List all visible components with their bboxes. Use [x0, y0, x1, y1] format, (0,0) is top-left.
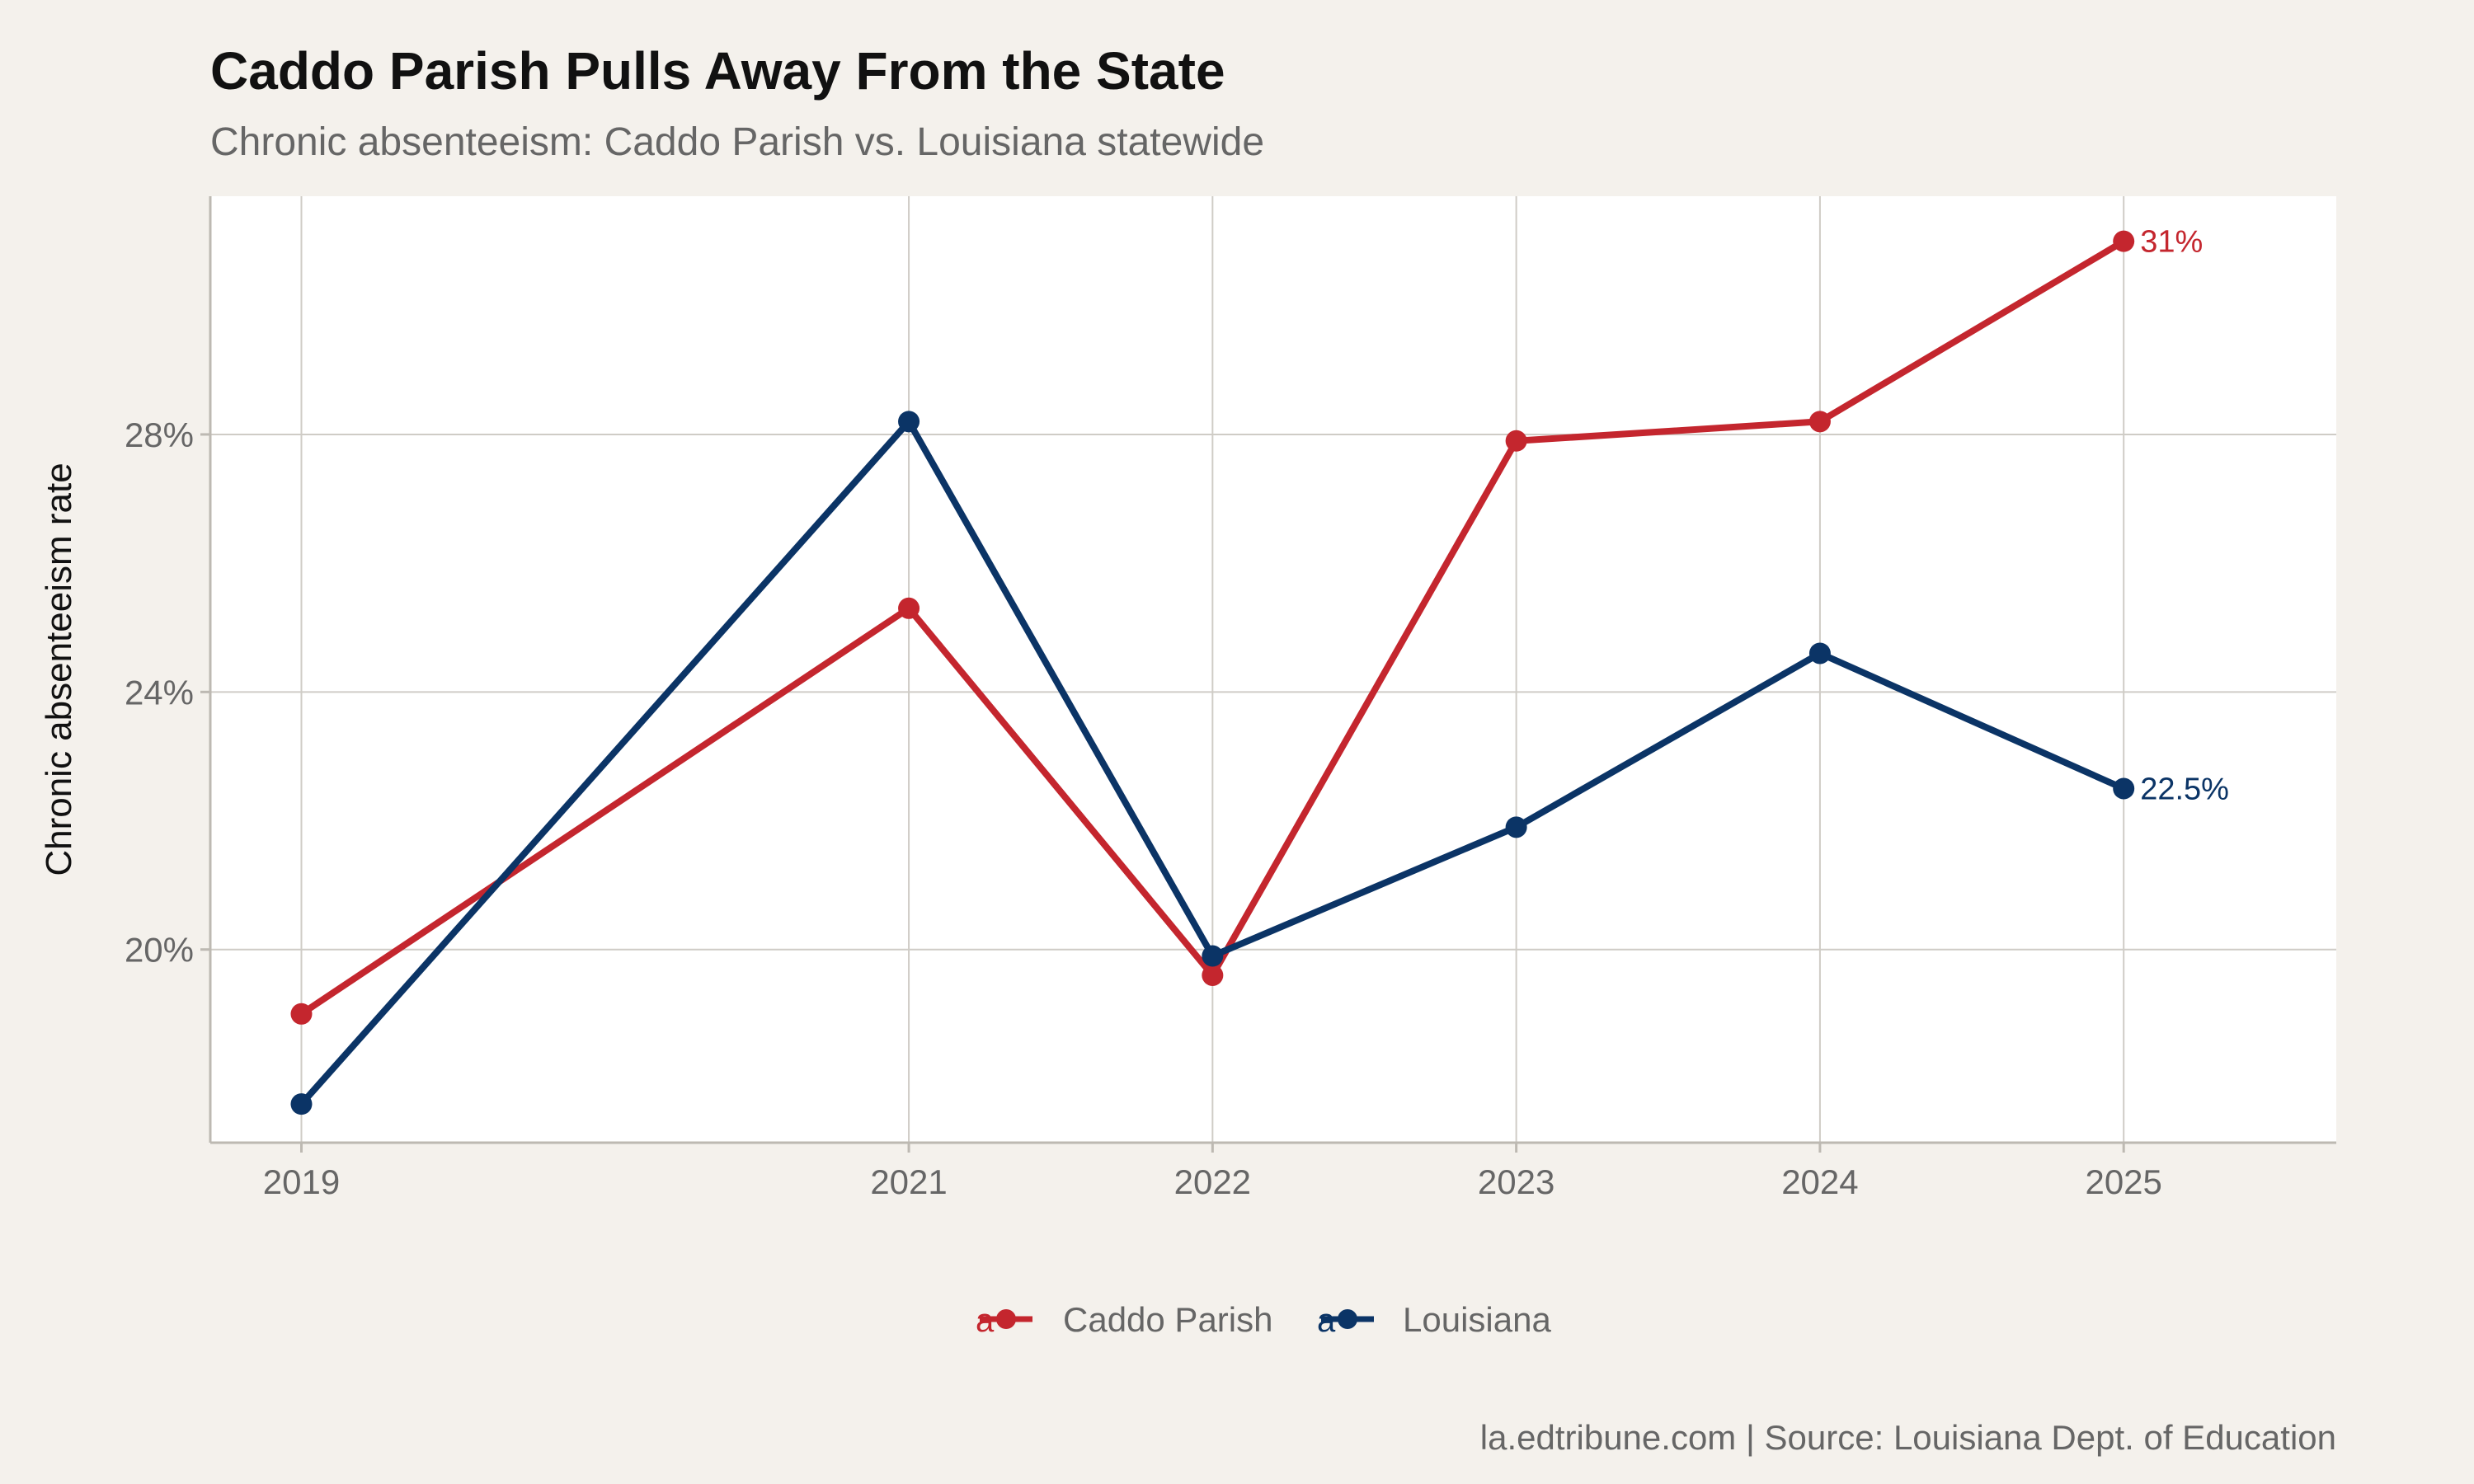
- y-tick-label: 20%: [125, 931, 194, 970]
- data-point-caddo-parish: [1202, 964, 1224, 986]
- data-point-louisiana: [290, 1093, 313, 1115]
- series-louisiana: 22.5%: [290, 411, 2229, 1115]
- data-point-caddo-parish: [1808, 411, 1831, 433]
- x-tick-label: 2022: [1174, 1162, 1251, 1201]
- chart-caption: la.edtribune.com | Source: Louisiana Dep…: [1480, 1418, 2336, 1457]
- legend: a Caddo Parish a Louisiana: [976, 1300, 1551, 1339]
- data-point-louisiana: [2113, 777, 2135, 800]
- x-tick-label: 2023: [1478, 1162, 1554, 1201]
- data-point-caddo-parish: [898, 597, 920, 619]
- y-axis-label: Chronic absenteeism rate: [39, 463, 79, 876]
- plot-panel: [210, 196, 2336, 1143]
- data-point-louisiana: [898, 411, 920, 433]
- end-label-caddo-parish: 31%: [2140, 225, 2203, 260]
- legend-key-point-louisiana: [1338, 1309, 1357, 1329]
- data-point-louisiana: [1505, 816, 1527, 838]
- x-tick-label: 2019: [263, 1162, 340, 1201]
- data-point-louisiana: [1808, 642, 1831, 665]
- series-caddo-parish: 31%: [290, 225, 2203, 1025]
- series-line-louisiana: [298, 418, 2128, 1108]
- y-axis-ticks: 20% 24% 28%: [125, 416, 210, 970]
- y-tick-label: 28%: [125, 416, 194, 454]
- x-tick-label: 2025: [2085, 1162, 2161, 1201]
- gridlines: [210, 196, 2336, 1143]
- data-point-caddo-parish: [1505, 430, 1527, 452]
- legend-label-louisiana: Louisiana: [1403, 1300, 1551, 1339]
- series-line-caddo-parish: [298, 237, 2128, 1017]
- end-label-louisiana: 22.5%: [2140, 772, 2229, 806]
- data-point-caddo-parish: [2113, 230, 2135, 252]
- legend-key-point-caddo: [996, 1309, 1016, 1329]
- x-axis-ticks: 2019 2021 2022 2023 2024 2025: [263, 1143, 2162, 1201]
- data-point-caddo-parish: [290, 1003, 313, 1025]
- series-group: 31% 22.5%: [290, 225, 2229, 1115]
- data-point-louisiana: [1202, 945, 1224, 967]
- x-tick-label: 2024: [1781, 1162, 1858, 1201]
- chart-subtitle: Chronic absenteeism: Caddo Parish vs. Lo…: [210, 120, 1264, 164]
- x-tick-label: 2021: [870, 1162, 947, 1201]
- chart-title: Caddo Parish Pulls Away From the State: [210, 41, 1225, 101]
- y-tick-label: 24%: [125, 673, 194, 711]
- legend-label-caddo: Caddo Parish: [1063, 1300, 1272, 1339]
